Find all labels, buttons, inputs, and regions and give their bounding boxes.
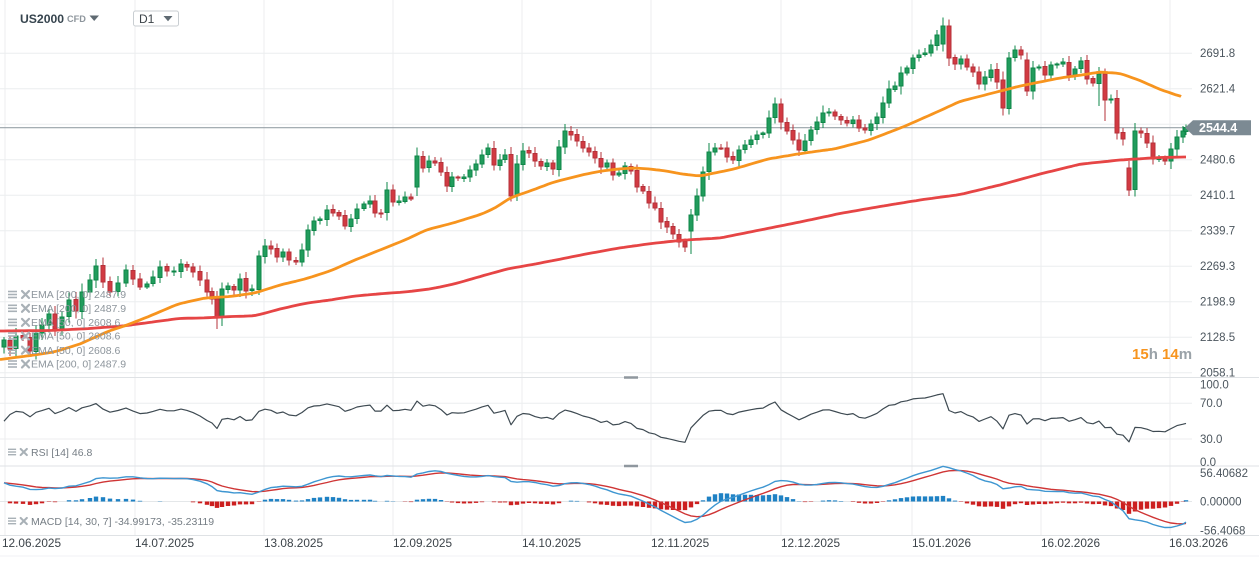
svg-text:14.10.2025: 14.10.2025 [522, 536, 581, 550]
svg-text:2058.1: 2058.1 [1200, 368, 1235, 380]
svg-text:12.09.2025: 12.09.2025 [393, 536, 452, 550]
svg-text:EMA [50, 0] 2608.6: EMA [50, 0] 2608.6 [31, 345, 120, 357]
svg-text:0.00000: 0.00000 [1200, 496, 1242, 508]
svg-text:2339.7: 2339.7 [1200, 226, 1235, 238]
svg-text:56.40682: 56.40682 [1200, 468, 1248, 480]
svg-text:12.11.2025: 12.11.2025 [651, 536, 710, 550]
svg-text:2128.5: 2128.5 [1200, 332, 1235, 344]
svg-text:16.03.2026: 16.03.2026 [1169, 536, 1228, 550]
svg-text:12.06.2025: 12.06.2025 [2, 536, 61, 550]
svg-text:2269.3: 2269.3 [1200, 261, 1235, 273]
svg-text:13.08.2025: 13.08.2025 [264, 536, 323, 550]
svg-text:15h 14m: 15h 14m [1132, 346, 1192, 363]
svg-text:12.12.2025: 12.12.2025 [781, 536, 840, 550]
svg-text:EMA [200, 0] 2487.9: EMA [200, 0] 2487.9 [31, 303, 126, 315]
svg-text:US2000: US2000 [20, 12, 64, 26]
svg-text:RSI [14] 46.8: RSI [14] 46.8 [31, 447, 92, 459]
svg-text:2410.1: 2410.1 [1200, 190, 1235, 202]
svg-text:2691.8: 2691.8 [1200, 48, 1235, 60]
svg-text:EMA [50, 0] 2608.6: EMA [50, 0] 2608.6 [31, 331, 120, 343]
svg-text:2198.9: 2198.9 [1200, 297, 1235, 309]
svg-text:16.02.2026: 16.02.2026 [1041, 536, 1100, 550]
svg-text:2480.6: 2480.6 [1200, 155, 1235, 167]
svg-text:MACD [14, 30, 7] -34.99173, -: MACD [14, 30, 7] -34.99173, -35.23119 [31, 516, 214, 528]
svg-text:EMA [50, 0] 2608.6: EMA [50, 0] 2608.6 [31, 317, 120, 329]
svg-text:100.0: 100.0 [1200, 379, 1229, 391]
svg-text:14.07.2025: 14.07.2025 [135, 536, 194, 550]
svg-text:CFD: CFD [67, 14, 86, 24]
svg-text:EMA [200, 0] 2487.9: EMA [200, 0] 2487.9 [31, 359, 126, 371]
svg-text:15.01.2026: 15.01.2026 [912, 536, 971, 550]
svg-text:2621.4: 2621.4 [1200, 84, 1236, 96]
svg-text:30.0: 30.0 [1200, 434, 1222, 446]
svg-text:2544.4: 2544.4 [1199, 121, 1237, 135]
svg-text:EMA [200, 0] 2487.9: EMA [200, 0] 2487.9 [31, 289, 126, 301]
svg-text:70.0: 70.0 [1200, 398, 1222, 410]
svg-text:D1: D1 [139, 12, 155, 26]
